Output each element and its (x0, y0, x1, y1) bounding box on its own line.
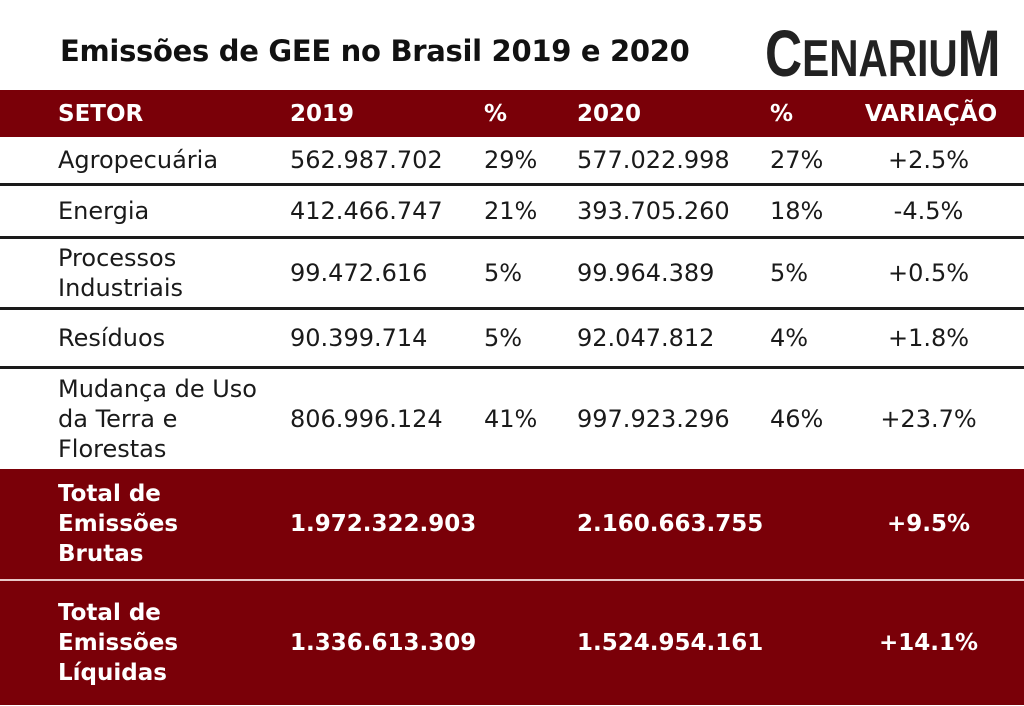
page-title: Emissões de GEE no Brasil 2019 e 2020 (60, 34, 690, 68)
table-row-mudanca-uso-terra: Mudança de Uso da Terra e Florestas 806.… (0, 369, 1024, 469)
cell-setor: Energia (58, 197, 150, 225)
cell-value-2019: 1.972.322.903 (290, 511, 477, 537)
logo-letters-enari: ENARI (802, 30, 929, 88)
cell-variacao: +0.5% (887, 259, 970, 287)
header-setor: SETOR (58, 100, 144, 127)
cell-value-2020: 577.022.998 (577, 146, 730, 174)
logo-letter-u: U (928, 30, 958, 88)
header-percent-2020: % (770, 100, 794, 127)
cell-percent-2020: 27% (770, 146, 824, 174)
logo-letter-c: C (765, 16, 803, 90)
cell-percent-2020: 4% (770, 324, 809, 352)
cell-variacao: +9.5% (886, 511, 971, 537)
table-row-total-liquidas: Total de Emissões Líquidas 1.336.613.309… (0, 581, 1024, 705)
cell-setor: Total de Emissões Brutas (58, 481, 179, 567)
cell-percent-2020: 18% (770, 197, 824, 225)
cell-value-2020: 92.047.812 (577, 324, 715, 352)
cell-value-2020: 99.964.389 (577, 259, 715, 287)
cell-value-2019: 412.466.747 (290, 197, 443, 225)
cell-percent-2019: 5% (484, 259, 523, 287)
header-percent-2019: % (484, 100, 508, 127)
cell-percent-2019: 5% (484, 324, 523, 352)
cell-value-2019: 562.987.702 (290, 146, 443, 174)
header-2019: 2019 (290, 100, 355, 127)
cell-percent-2019: 29% (484, 146, 538, 174)
cell-setor: Total de Emissões Líquidas (58, 600, 179, 686)
header-variacao: VARIAÇÃO (864, 100, 998, 127)
cell-variacao: +14.1% (878, 630, 979, 656)
cell-value-2019: 99.472.616 (290, 259, 428, 287)
cell-percent-2019: 21% (484, 197, 538, 225)
table-row-energia: Energia 412.466.747 21% 393.705.260 18% … (0, 186, 1024, 239)
cell-value-2019: 806.996.124 (290, 405, 443, 433)
cell-variacao: +2.5% (887, 146, 970, 174)
cenarium-logo: C ENARI U M (765, 14, 1001, 90)
logo-letter-m: M (957, 16, 1001, 90)
cell-variacao: +1.8% (887, 324, 970, 352)
cell-setor: Resíduos (58, 324, 166, 352)
table-row-agropecuaria: Agropecuária 562.987.702 29% 577.022.998… (0, 137, 1024, 186)
cell-value-2019: 1.336.613.309 (290, 630, 477, 656)
table-row-processos-industriais: Processos Industriais 99.472.616 5% 99.9… (0, 239, 1024, 310)
table-row-total-brutas: Total de Emissões Brutas 1.972.322.903 2… (0, 469, 1024, 581)
cell-setor: Processos Industriais (58, 244, 184, 302)
cell-percent-2020: 5% (770, 259, 809, 287)
cell-variacao: -4.5% (893, 197, 964, 225)
cell-value-2020: 2.160.663.755 (577, 511, 764, 537)
emissions-table: SETOR 2019 % 2020 % VARIAÇÃO Agropecuári… (0, 90, 1024, 705)
table-row-residuos: Resíduos 90.399.714 5% 92.047.812 4% +1.… (0, 310, 1024, 369)
cell-value-2019: 90.399.714 (290, 324, 428, 352)
table-header-row: SETOR 2019 % 2020 % VARIAÇÃO (0, 90, 1024, 137)
cell-setor: Agropecuária (58, 146, 219, 174)
cell-percent-2019: 41% (484, 405, 538, 433)
header-2020: 2020 (577, 100, 642, 127)
cell-percent-2020: 46% (770, 405, 824, 433)
cell-variacao: +23.7% (880, 405, 977, 433)
cell-setor: Mudança de Uso da Terra e Florestas (58, 375, 257, 463)
cell-value-2020: 997.923.296 (577, 405, 730, 433)
cell-value-2020: 1.524.954.161 (577, 630, 764, 656)
cell-value-2020: 393.705.260 (577, 197, 730, 225)
